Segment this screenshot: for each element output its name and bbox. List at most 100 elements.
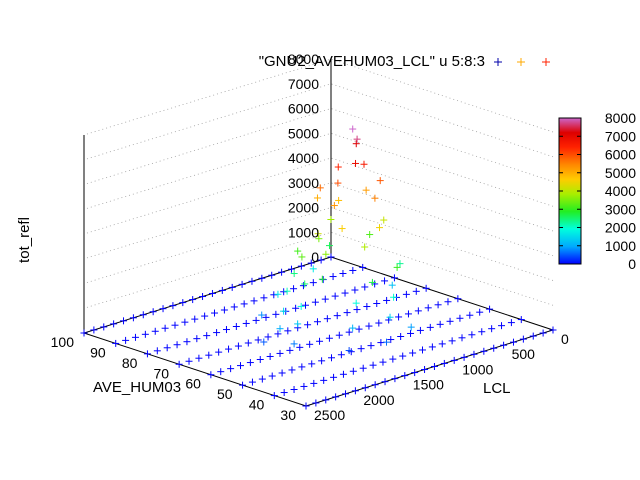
- scatter-point: [342, 390, 350, 398]
- scatter-point: [315, 235, 323, 243]
- scatter-point: [507, 319, 515, 327]
- scatter-point: [375, 224, 383, 232]
- grid-line-z: [83, 83, 554, 161]
- scatter-point: [189, 296, 197, 304]
- z-tick-label: 3000: [288, 175, 319, 191]
- scatter-point: [308, 360, 316, 368]
- x-tick-label: 1000: [462, 361, 493, 377]
- scatter-point: [274, 330, 282, 338]
- scatter-point: [141, 330, 149, 338]
- scatter-point: [444, 298, 452, 306]
- colorbar-tick-label: 3000: [605, 201, 636, 217]
- scatter-point: [258, 274, 266, 282]
- scatter-point: [274, 290, 282, 298]
- scatter-point: [309, 265, 317, 273]
- scatter-point: [353, 306, 361, 314]
- scatter-point: [349, 266, 357, 274]
- scatter-point: [460, 353, 468, 361]
- scatter-point: [304, 321, 312, 329]
- scatter-point: [183, 338, 191, 346]
- scatter-point: [355, 325, 363, 333]
- scatter-point: [244, 339, 252, 347]
- z-tick-label: 6000: [288, 101, 319, 117]
- scatter-point: [345, 347, 353, 355]
- scatter-point: [421, 366, 429, 374]
- scatter-point: [402, 290, 410, 298]
- scatter-point: [480, 347, 488, 355]
- scatter-point: [322, 396, 330, 404]
- scatter-point: [351, 286, 359, 294]
- scatter-point: [327, 253, 335, 261]
- scatter-point: [143, 350, 151, 358]
- scatter-point: [131, 333, 139, 341]
- scatter-point: [404, 310, 412, 318]
- scatter-point: [337, 351, 345, 359]
- scatter-point: [407, 329, 415, 337]
- scatter-point: [294, 320, 302, 328]
- scatter-point: [369, 361, 377, 369]
- scatter-point: [316, 184, 324, 192]
- x-tick-label: 2500: [314, 407, 345, 423]
- scatter-point: [352, 159, 360, 167]
- scatter-point: [312, 399, 320, 407]
- scatter-point: [396, 260, 404, 268]
- scatter-point: [309, 279, 317, 287]
- scatter-point: [380, 216, 388, 224]
- scatter-point: [236, 362, 244, 370]
- scatter-point: [129, 314, 137, 322]
- scatter-point: [361, 243, 369, 251]
- scatter-point: [353, 135, 361, 143]
- scatter-point: [313, 318, 321, 326]
- scatter-point: [454, 295, 462, 303]
- scatter-point: [185, 357, 193, 365]
- scatter-point: [390, 274, 398, 282]
- scatter-point: [316, 337, 324, 345]
- scatter-point: [100, 323, 108, 331]
- scatter-point: [416, 326, 424, 334]
- scatter-point: [110, 320, 118, 328]
- scatter-point: [360, 160, 368, 168]
- legend-marker-blue: [494, 58, 502, 66]
- scatter-point: [352, 299, 360, 307]
- scatter-point: [266, 352, 274, 360]
- scatter-point: [161, 324, 169, 332]
- scatter-point: [278, 268, 286, 276]
- scatter-point: [290, 285, 298, 293]
- scatter-point: [238, 280, 246, 288]
- scatter-point: [205, 351, 213, 359]
- scatter-point: [539, 329, 547, 337]
- scatter-point: [175, 360, 183, 368]
- y-tick-label: 50: [217, 386, 233, 402]
- scatter-point: [294, 247, 302, 255]
- scatter-point: [248, 277, 256, 285]
- scatter-point: [424, 304, 432, 312]
- colorbar-ticks: 0 1000 2000 3000 4000 5000 6000 7000 8000: [559, 110, 636, 272]
- scatter-point: [232, 322, 240, 330]
- scatter-point: [391, 375, 399, 383]
- scatter-point: [215, 348, 223, 356]
- z-axis-label: tot_refl: [16, 217, 33, 263]
- scatter-point: [272, 310, 280, 318]
- scatter-point: [208, 289, 216, 297]
- scatter-point: [240, 300, 248, 308]
- scatter-point: [339, 370, 347, 378]
- scatter-point: [290, 340, 298, 348]
- scatter-point: [314, 230, 322, 238]
- scatter-point: [300, 382, 308, 390]
- scatter-point: [268, 372, 276, 380]
- scatter-point: [395, 313, 403, 321]
- scatter-point: [381, 277, 389, 285]
- scatter-point: [278, 369, 286, 377]
- z-tick-label: 1000: [288, 224, 319, 240]
- scatter-point: [331, 292, 339, 300]
- scatter-point: [280, 307, 288, 315]
- scatter-point: [286, 346, 294, 354]
- scatter-point: [426, 323, 434, 331]
- scatter-point: [357, 345, 365, 353]
- scatter-point: [411, 369, 419, 377]
- scatter-point: [383, 338, 391, 346]
- scatter-point: [276, 349, 284, 357]
- scatter-point: [290, 270, 298, 278]
- z-tick-label: 2000: [288, 200, 319, 216]
- scatter-point: [476, 308, 484, 316]
